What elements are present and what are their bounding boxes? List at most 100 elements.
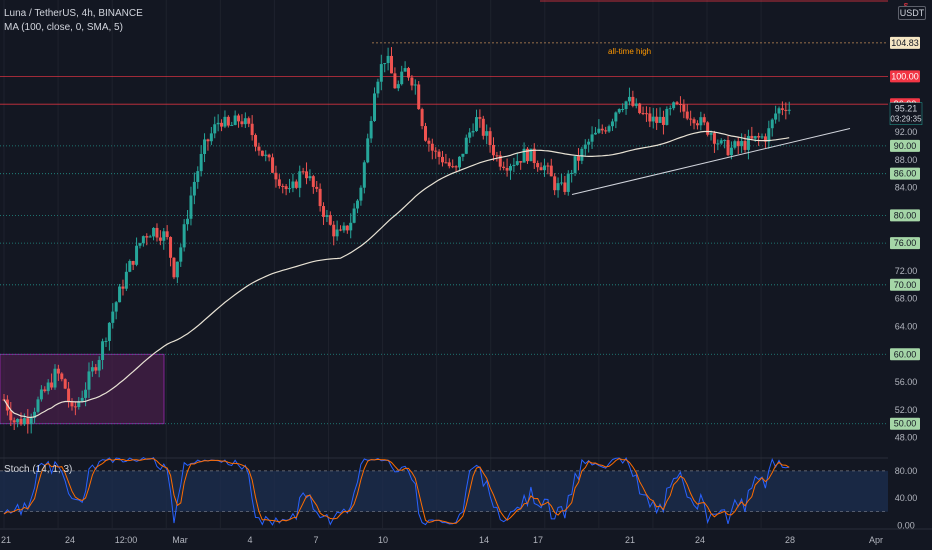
candle-body	[706, 122, 710, 135]
candle-body	[376, 81, 380, 94]
candle-body	[424, 126, 428, 141]
price-box	[890, 139, 920, 152]
candle-body	[655, 116, 659, 123]
candle-body	[362, 162, 366, 188]
candle-body	[128, 261, 132, 272]
candle-body	[682, 104, 686, 112]
candle-body	[522, 148, 526, 163]
candle-body	[158, 237, 162, 241]
candle-body	[84, 389, 88, 398]
candle-body	[284, 186, 288, 190]
candle-body	[396, 84, 400, 89]
candle-body	[298, 171, 302, 188]
candle-body	[90, 367, 94, 372]
candle-body	[294, 181, 298, 188]
candle-body	[502, 166, 506, 168]
candle-body	[583, 144, 587, 149]
candle-body	[784, 109, 788, 111]
currency-badge[interactable]: USDT	[898, 6, 926, 20]
candle-body	[566, 173, 570, 192]
price-box	[890, 237, 920, 250]
candle-body	[311, 176, 315, 187]
candle-body	[743, 141, 747, 150]
candle-body	[315, 186, 319, 189]
symbol-legend[interactable]: Luna / TetherUS, 4h, BINANCE	[4, 8, 143, 19]
price-tick: 68.00	[895, 294, 918, 304]
price-tick: 48.00	[895, 433, 918, 443]
candle-body	[787, 109, 791, 111]
candle-body	[383, 63, 387, 65]
candle-body	[114, 302, 118, 312]
candle-body	[70, 401, 74, 407]
candle-body	[111, 311, 115, 323]
candle-body	[12, 420, 16, 423]
candle-body	[644, 113, 648, 115]
candle-body	[288, 188, 292, 190]
candle-body	[349, 222, 353, 231]
candle-body	[342, 225, 346, 231]
time-axis: 21 24 12:00 Mar 4 7 10 14 17 21 24 28 Apr	[0, 528, 932, 545]
candle-body	[237, 115, 241, 122]
price-tick: 64.00	[895, 321, 918, 331]
stoch-scale-bg	[888, 458, 932, 528]
candle-body	[563, 182, 567, 192]
stoch-tick: 40.00	[895, 493, 918, 503]
candle-body	[67, 388, 71, 402]
candle-body	[135, 245, 139, 265]
candle-body	[678, 104, 682, 106]
price-box	[890, 70, 920, 83]
candle-body	[444, 162, 448, 164]
candle-body	[770, 119, 774, 129]
candle-body	[50, 382, 54, 388]
candle-body	[36, 399, 40, 412]
candle-body	[352, 208, 356, 223]
candle-body	[243, 118, 247, 125]
candle-body	[39, 389, 43, 400]
candle-body	[519, 161, 523, 163]
candle-body	[46, 382, 50, 392]
candle-body	[271, 157, 275, 173]
candle-body	[186, 218, 190, 225]
candle-body	[532, 148, 536, 164]
candle-body	[580, 148, 584, 161]
candle-body	[400, 71, 404, 85]
candle-body	[131, 261, 135, 265]
candle-body	[281, 185, 285, 187]
price-tick: 92.00	[895, 127, 918, 137]
stoch-legend[interactable]: Stoch (14, 1, 3)	[4, 464, 73, 475]
candle-body	[277, 179, 281, 186]
candle-body	[16, 419, 20, 423]
last-price-label: 95.21	[895, 104, 918, 114]
price-tick: 72.00	[895, 266, 918, 276]
candle-body	[172, 257, 176, 278]
ma-legend[interactable]: MA (100, close, 0, SMA, 5)	[4, 22, 123, 33]
candle-body	[267, 154, 271, 158]
candle-body	[716, 143, 720, 145]
candle-body	[87, 371, 91, 390]
candle-body	[733, 141, 737, 148]
candle-body	[692, 119, 696, 124]
candle-body	[152, 227, 156, 237]
candle-body	[723, 140, 727, 142]
candle-body	[726, 140, 730, 156]
candle-body	[322, 206, 326, 217]
candle-body	[175, 261, 179, 278]
candle-body	[753, 136, 757, 139]
candle-body	[498, 155, 502, 167]
candle-body	[63, 379, 67, 389]
candle-body	[464, 137, 468, 154]
ma-line	[3, 130, 790, 419]
candle-body	[226, 116, 230, 126]
candle-body	[379, 64, 383, 82]
stoch-d-line	[3, 458, 790, 524]
candle-body	[597, 128, 601, 133]
candle-body	[169, 237, 173, 258]
candle-body	[451, 166, 455, 168]
candle-body	[512, 164, 516, 167]
price-box-label: 76.00	[894, 238, 917, 248]
candle-body	[624, 101, 628, 110]
price-box-label: 104.83	[891, 38, 919, 48]
candle-body	[420, 109, 424, 127]
